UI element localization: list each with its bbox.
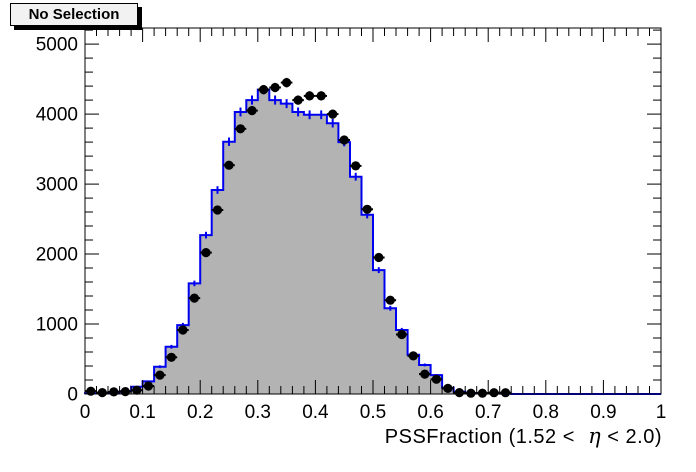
svg-text:3000: 3000 <box>36 175 78 196</box>
svg-text:0.9: 0.9 <box>590 402 616 423</box>
svg-text:0: 0 <box>80 402 91 423</box>
data-point-markers <box>85 77 512 398</box>
title-text: No Selection <box>28 6 120 23</box>
svg-text:0.6: 0.6 <box>417 402 443 423</box>
svg-text:1: 1 <box>656 402 667 423</box>
svg-text:0: 0 <box>67 385 78 406</box>
x-axis-labels: 0 0.1 0.2 0.3 0.4 0.5 0.6 0.7 0.8 0.9 1 <box>80 402 667 423</box>
svg-text:5000: 5000 <box>36 35 78 56</box>
svg-text:0.8: 0.8 <box>533 402 559 423</box>
svg-text:0.5: 0.5 <box>360 402 386 423</box>
svg-text:0.2: 0.2 <box>187 402 213 423</box>
svg-text:0.1: 0.1 <box>129 402 155 423</box>
title-box: No Selection <box>10 3 138 26</box>
svg-text:2000: 2000 <box>36 245 78 266</box>
axis-ticks <box>84 28 662 395</box>
svg-text:0.3: 0.3 <box>245 402 271 423</box>
x-axis-title-prefix: PSSFraction (1.52 < <box>384 426 581 448</box>
svg-text:1000: 1000 <box>36 315 78 336</box>
svg-text:4000: 4000 <box>36 105 78 126</box>
svg-text:0.4: 0.4 <box>302 402 329 423</box>
eta-symbol: η <box>580 424 602 448</box>
x-axis-title-suffix: < 2.0) <box>601 426 662 448</box>
y-axis-labels: 0 1000 2000 3000 4000 5000 <box>36 35 78 406</box>
svg-text:0.7: 0.7 <box>475 402 501 423</box>
x-axis-title: PSSFraction (1.52 < η < 2.0) <box>385 424 662 449</box>
